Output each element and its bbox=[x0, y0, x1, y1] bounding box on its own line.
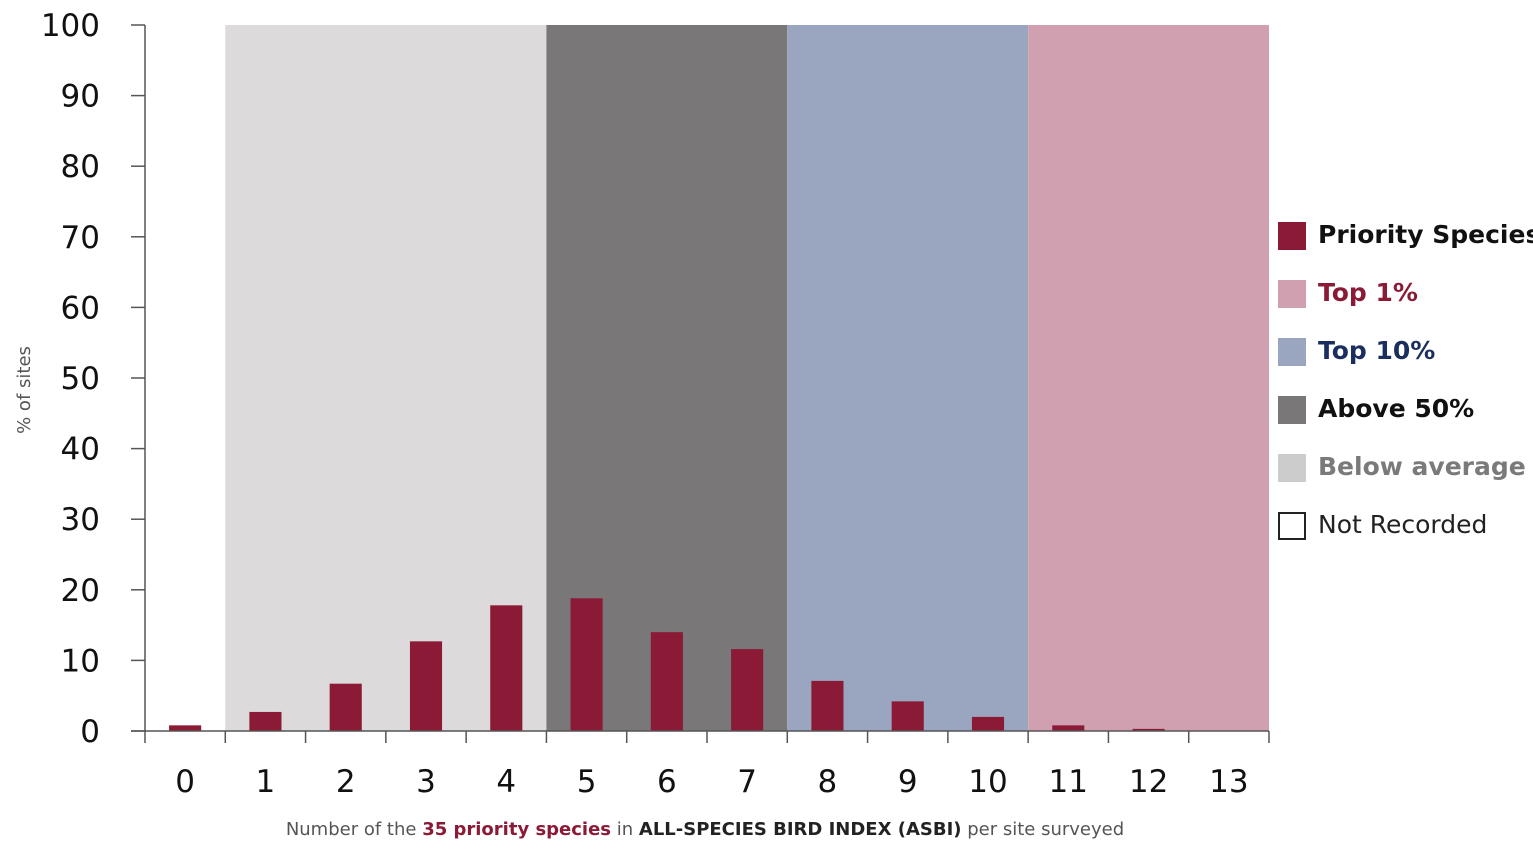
bar-1 bbox=[249, 711, 282, 731]
y-tick-label: 40 bbox=[61, 432, 100, 468]
legend: Priority Species Top 1% Top 10% Above 50% Be… bbox=[1278, 218, 1533, 566]
bar-2 bbox=[329, 683, 362, 731]
legend-label: Priority Species bbox=[1318, 220, 1533, 249]
x-tick-label: 2 bbox=[336, 764, 356, 800]
y-tick-label: 100 bbox=[41, 8, 100, 44]
legend-label: Below average bbox=[1318, 452, 1526, 481]
legend-label: Above 50% bbox=[1318, 394, 1475, 423]
legend-label: Top 1% bbox=[1318, 278, 1418, 307]
bar-11 bbox=[1052, 725, 1085, 731]
bar-9 bbox=[891, 701, 924, 731]
x-tick-label: 4 bbox=[496, 764, 516, 800]
bar-7 bbox=[731, 649, 764, 731]
bar-10 bbox=[971, 716, 1005, 731]
legend-item-not-recorded: Not Recorded bbox=[1278, 508, 1530, 566]
bar-5 bbox=[570, 598, 603, 731]
band-top-1 bbox=[1028, 25, 1269, 731]
x-tick-label: 6 bbox=[657, 764, 677, 800]
x-tick-label: 13 bbox=[1209, 764, 1248, 800]
legend-label: Top 10% bbox=[1318, 336, 1436, 365]
y-tick-label: 20 bbox=[61, 573, 100, 609]
x-axis-label-middle: in bbox=[611, 819, 639, 840]
bar-8 bbox=[811, 680, 844, 731]
x-tick-label: 9 bbox=[898, 764, 918, 800]
x-tick-label: 3 bbox=[416, 764, 436, 800]
bar-0 bbox=[169, 725, 202, 731]
legend-item-below-average: Below average bbox=[1278, 450, 1530, 508]
legend-swatch bbox=[1278, 222, 1306, 250]
bars bbox=[169, 598, 1165, 731]
y-tick-label: 0 bbox=[80, 714, 100, 750]
x-axis-label-index-highlight: ALL-SPECIES BIRD INDEX (ASBI) bbox=[638, 819, 962, 840]
x-tick-label: 5 bbox=[577, 764, 597, 800]
x-tick-label: 12 bbox=[1129, 764, 1168, 800]
x-tick-label: 10 bbox=[968, 764, 1007, 800]
band-top-10 bbox=[787, 25, 1029, 731]
y-tick-label: 90 bbox=[61, 79, 100, 115]
legend-swatch bbox=[1278, 280, 1306, 308]
legend-swatch bbox=[1278, 338, 1306, 366]
y-tick-label: 80 bbox=[61, 149, 100, 185]
y-tick-label: 50 bbox=[61, 361, 100, 397]
x-axis-label-suffix: per site surveyed bbox=[961, 819, 1125, 840]
y-axis-label: % of sites bbox=[14, 346, 35, 434]
y-tick-label: 60 bbox=[61, 290, 100, 326]
bar-12 bbox=[1132, 728, 1165, 731]
background-bands bbox=[225, 25, 1269, 731]
x-tick-label: 0 bbox=[175, 764, 195, 800]
legend-swatch bbox=[1278, 396, 1306, 424]
x-tick-label: 7 bbox=[737, 764, 757, 800]
bar-6 bbox=[650, 632, 683, 731]
bar-4 bbox=[490, 605, 523, 731]
legend-item-top-1: Top 1% bbox=[1278, 276, 1530, 334]
x-tick-label: 1 bbox=[256, 764, 276, 800]
x-tick-label: 8 bbox=[818, 764, 838, 800]
y-tick-label: 10 bbox=[61, 643, 100, 679]
legend-swatch bbox=[1278, 454, 1306, 482]
y-tick-label: 30 bbox=[61, 502, 100, 538]
x-axis-label-species-highlight: 35 priority species bbox=[422, 819, 612, 840]
bar-3 bbox=[409, 641, 443, 731]
x-tick-label: 11 bbox=[1049, 764, 1088, 800]
legend-item-top-10: Top 10% bbox=[1278, 334, 1530, 392]
x-axis-label-prefix: Number of the bbox=[285, 819, 423, 840]
x-axis-label: Number of the 35 priority species in ALL… bbox=[0, 819, 1410, 840]
y-tick-label: 70 bbox=[61, 220, 100, 256]
legend-swatch bbox=[1278, 512, 1306, 540]
legend-item-priority-species: Priority Species bbox=[1278, 218, 1533, 276]
legend-label: Not Recorded bbox=[1318, 510, 1488, 539]
legend-item-above-50: Above 50% bbox=[1278, 392, 1530, 450]
